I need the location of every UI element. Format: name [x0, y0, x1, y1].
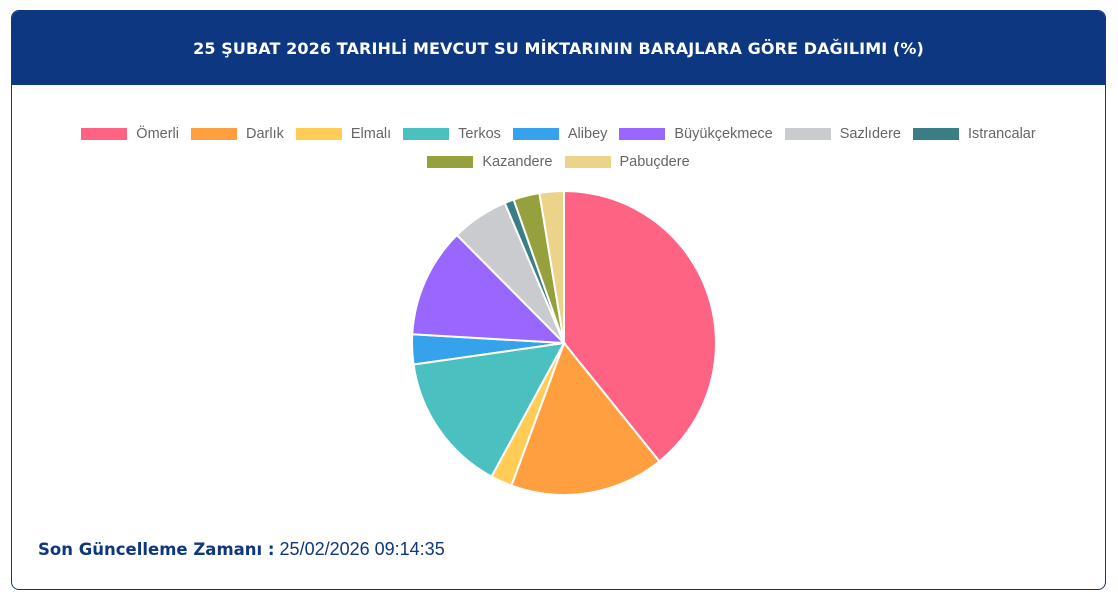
legend-swatch [564, 156, 611, 168]
legend-swatch [427, 156, 474, 168]
legend-label: Kazandere [482, 154, 553, 170]
legend-swatch [912, 128, 959, 140]
last-update-value: 25/02/2026 09:14:35 [279, 539, 445, 559]
legend-swatch [295, 128, 342, 140]
legend-swatch [784, 128, 831, 140]
last-update: Son Güncelleme Zamanı : 25/02/2026 09:14… [38, 539, 445, 560]
legend-swatch [191, 128, 237, 140]
legend-item-istrancalar[interactable]: Istrancalar [912, 126, 1036, 142]
legend-label: Terkos [458, 126, 501, 142]
legend-item-buyukcekmece[interactable]: Büyükçekmece [619, 126, 773, 142]
legend-label: Büyükçekmece [674, 126, 773, 142]
chart-area: Ömerli Darlık Elmalı Terkos Alibey Büyükçekme… [12, 86, 1105, 506]
legend-label: Sazlıdere [839, 126, 901, 142]
pie-slice-omerli[interactable] [563, 189, 717, 463]
pie-slice-buyukcekmece[interactable] [411, 233, 567, 345]
legend-row: Ömerli Darlık Elmalı Terkos Alibey Büyükçekme… [12, 120, 1105, 148]
pie-slice-terkos[interactable] [412, 341, 566, 478]
pie-slice-pabucdere[interactable] [538, 189, 565, 344]
chart-card: 25 ŞUBAT 2026 TARIHLİ MEVCUT SU MİKTARIN… [11, 10, 1106, 590]
legend-swatch [403, 128, 450, 140]
legend-item-elmali[interactable]: Elmalı [295, 126, 392, 142]
legend-label: Pabuçdere [619, 154, 690, 170]
legend-item-terkos[interactable]: Terkos [403, 126, 501, 142]
legend-item-kazandere[interactable]: Kazandere [427, 154, 553, 170]
legend-item-alibey[interactable]: Alibey [512, 126, 608, 142]
pie-slice-darlik[interactable] [510, 340, 661, 496]
legend-swatch [619, 128, 666, 140]
legend-item-darlik[interactable]: Darlık [191, 126, 284, 142]
chart-title: 25 ŞUBAT 2026 TARIHLİ MEVCUT SU MİKTARIN… [193, 38, 924, 58]
chart-legend: Ömerli Darlık Elmalı Terkos Alibey Büyükçekme… [12, 120, 1105, 176]
legend-item-sazlidere[interactable]: Sazlıdere [784, 126, 901, 142]
legend-label: Alibey [567, 126, 608, 142]
legend-swatch [512, 128, 559, 140]
legend-item-pabucdere[interactable]: Pabuçdere [564, 154, 690, 170]
legend-label: Istrancalar [967, 126, 1036, 142]
legend-label: Elmalı [350, 126, 392, 142]
pie-chart [411, 189, 717, 496]
legend-row: Kazandere Pabuçdere [12, 148, 1105, 176]
legend-item-omerli[interactable]: Ömerli [81, 126, 179, 142]
card-header: 25 ŞUBAT 2026 TARIHLİ MEVCUT SU MİKTARIN… [12, 11, 1105, 85]
legend-swatch [81, 128, 128, 140]
last-update-label: Son Güncelleme Zamanı : [38, 540, 275, 559]
legend-label: Darlık [246, 126, 284, 142]
legend-label: Ömerli [136, 126, 179, 142]
